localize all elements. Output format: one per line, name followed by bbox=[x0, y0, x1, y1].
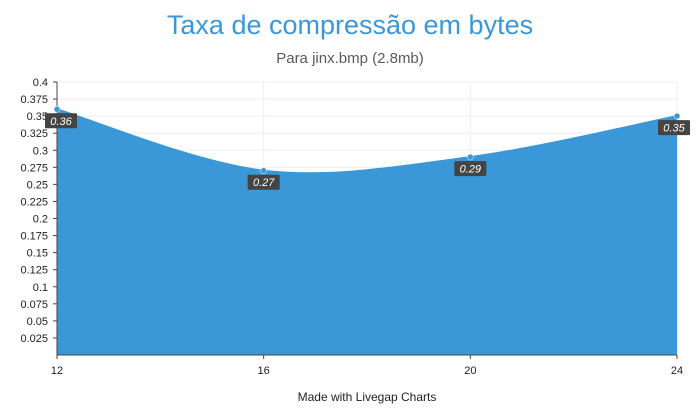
data-labels: 0.36 0.27 0.29 0.35 bbox=[45, 113, 690, 190]
data-label-group: 0.27 bbox=[247, 174, 280, 190]
y-tick-label: 0.075 bbox=[20, 299, 48, 311]
data-point bbox=[673, 112, 681, 120]
data-label: 0.29 bbox=[460, 164, 481, 176]
data-point bbox=[260, 167, 267, 174]
data-point bbox=[467, 153, 474, 161]
series-line bbox=[56, 108, 678, 175]
x-tick-label: 24 bbox=[671, 365, 683, 377]
data-label: 0.35 bbox=[663, 123, 685, 135]
data-label-group: 0.35 bbox=[658, 120, 690, 136]
series-area bbox=[57, 109, 677, 355]
x-tick-label: 12 bbox=[51, 365, 63, 377]
y-tick-label: 0.125 bbox=[20, 265, 48, 277]
y-axis-ticks: 0.025 0.05 0.075 0.1 0.125 0.15 0.175 0.2 0.225 0… bbox=[20, 77, 57, 345]
data-label-bg bbox=[454, 161, 487, 177]
data-label-group: 0.29 bbox=[454, 161, 487, 177]
y-tick-label: 0.25 bbox=[27, 179, 48, 191]
data-label: 0.27 bbox=[253, 177, 275, 189]
chart-subtitle: Para jinx.bmp (2.8mb) bbox=[276, 50, 424, 67]
x-tick-label: 20 bbox=[464, 365, 476, 377]
y-tick-label: 0.175 bbox=[20, 231, 48, 243]
y-tick-label: 0.35 bbox=[27, 111, 48, 123]
data-label: 0.36 bbox=[50, 116, 72, 128]
data-label-bg bbox=[45, 113, 77, 129]
x-tick-label: 16 bbox=[258, 365, 270, 377]
y-tick-label: 0.05 bbox=[27, 316, 48, 328]
data-point bbox=[53, 106, 61, 113]
y-tick-label: 0.3 bbox=[33, 145, 48, 157]
y-tick-label: 0.375 bbox=[20, 94, 48, 106]
y-tick-label: 0.225 bbox=[20, 196, 48, 208]
x-axis-ticks: 12 16 20 24 bbox=[51, 355, 683, 377]
y-tick-label: 0.2 bbox=[33, 214, 48, 226]
y-tick-label: 0.025 bbox=[20, 333, 48, 345]
data-label-group: 0.36 bbox=[45, 113, 77, 129]
data-label-bg bbox=[247, 174, 280, 190]
y-tick-label: 0.15 bbox=[27, 248, 48, 260]
y-tick-label: 0.275 bbox=[20, 162, 48, 174]
y-tick-label: 0.325 bbox=[20, 128, 48, 140]
footer-credit: Made with Livegap Charts bbox=[297, 390, 437, 404]
data-label-bg bbox=[658, 120, 690, 136]
chart-title: Taxa de compressão em bytes bbox=[166, 10, 534, 40]
y-tick-label: 0.4 bbox=[33, 77, 48, 89]
data-points bbox=[53, 106, 681, 174]
y-tick-label: 0.1 bbox=[33, 282, 48, 294]
